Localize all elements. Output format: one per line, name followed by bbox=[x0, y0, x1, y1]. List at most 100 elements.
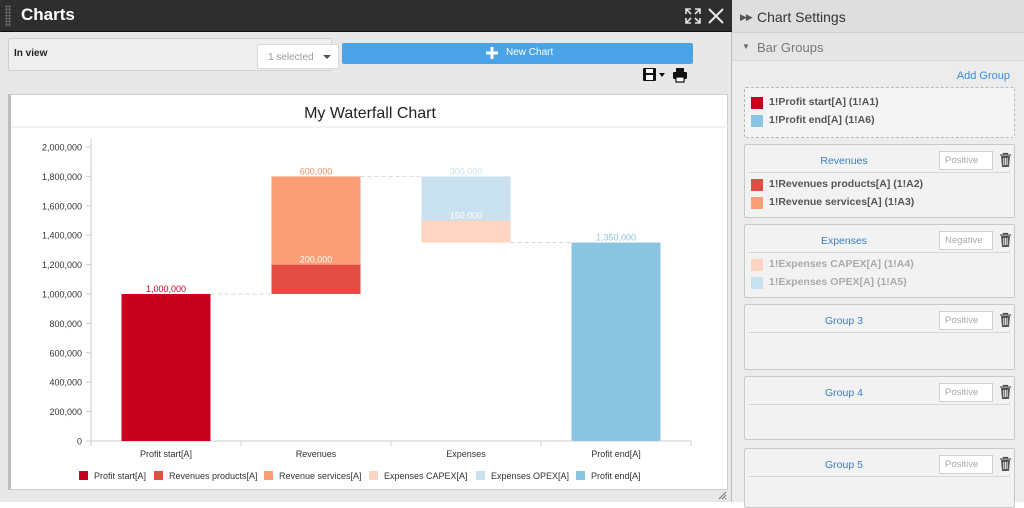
series-label: 1!Expenses CAPEX[A] (1!A4) bbox=[769, 258, 914, 270]
chart-panel: My Waterfall Chart 2,000,000 1,800,000 1,6… bbox=[8, 94, 728, 490]
series-color-swatch bbox=[751, 277, 763, 289]
bar-group-header: Group 5 Positive bbox=[749, 453, 1012, 477]
chevron-down-icon bbox=[323, 55, 331, 59]
new-chart-label: New Chart bbox=[506, 47, 554, 58]
y-tick-label: 600,000 bbox=[49, 348, 82, 358]
bar-group-5[interactable]: Group 5 Positive bbox=[744, 448, 1015, 508]
legend-swatch bbox=[79, 471, 88, 480]
y-tick-label: 1,600,000 bbox=[42, 201, 82, 211]
legend-label[interactable]: Expenses CAPEX[A] bbox=[384, 471, 468, 481]
legend-label[interactable]: Revenue services[A] bbox=[279, 471, 362, 481]
y-tick-label: 2,000,000 bbox=[42, 143, 82, 153]
bar-group-1[interactable]: Revenues Positive 1!Revenues products[A] (… bbox=[744, 144, 1015, 218]
y-tick-label: 1,800,000 bbox=[42, 172, 82, 182]
charts-titlebar[interactable]: Charts bbox=[0, 0, 732, 32]
legend-swatch bbox=[154, 471, 163, 480]
y-tick-label: 400,000 bbox=[49, 378, 82, 388]
add-group-link[interactable]: Add Group bbox=[956, 70, 1010, 82]
bar-group-header: Group 4 Positive bbox=[749, 381, 1012, 405]
data-label: 600,000 bbox=[300, 166, 333, 176]
series-color-swatch bbox=[751, 115, 763, 127]
bar-group-name[interactable]: Expenses bbox=[820, 235, 868, 247]
series-color-swatch bbox=[751, 179, 763, 191]
bar-2[interactable] bbox=[271, 264, 361, 294]
bar-group-3[interactable]: Group 3 Positive bbox=[744, 304, 1015, 370]
legend-label[interactable]: Profit start[A] bbox=[94, 471, 146, 481]
y-tick-label: 1,200,000 bbox=[42, 260, 82, 270]
x-tick-label: Revenues bbox=[296, 449, 337, 459]
double-chevron-right-icon: ▶▶ bbox=[740, 12, 753, 22]
bar-group-4[interactable]: Group 4 Positive bbox=[744, 376, 1015, 440]
legend-swatch bbox=[264, 471, 273, 480]
charts-window: Charts In view 1 selected New Chart bbox=[0, 0, 732, 502]
bar-group-name[interactable]: Revenues bbox=[820, 155, 868, 167]
bar-3[interactable] bbox=[271, 176, 361, 265]
ungrouped-series-box[interactable]: 1!Profit start[A] (1!A1) 1!Profit end[A] … bbox=[744, 87, 1015, 138]
bar-5[interactable] bbox=[421, 176, 511, 221]
legend-label[interactable]: Expenses OPEX[A] bbox=[491, 471, 569, 481]
legend-label[interactable]: Revenues products[A] bbox=[169, 471, 258, 481]
trash-icon[interactable] bbox=[999, 456, 1012, 472]
chart-settings-header[interactable]: ▶▶ Chart Settings bbox=[732, 0, 1024, 33]
bar-group-header: Revenues Positive bbox=[749, 149, 1012, 173]
print-icon[interactable] bbox=[672, 67, 688, 83]
bar-groups-title: Bar Groups bbox=[757, 40, 824, 55]
new-chart-button[interactable]: New Chart bbox=[342, 43, 693, 64]
data-label: 1,000,000 bbox=[146, 284, 186, 294]
bar-group-sign-select[interactable]: Positive bbox=[939, 455, 993, 474]
bar-groups-header[interactable]: ▼ Bar Groups bbox=[732, 33, 1024, 61]
legend-label[interactable]: Profit end[A] bbox=[591, 471, 641, 481]
bar-group-sign-select[interactable]: Positive bbox=[939, 151, 993, 170]
x-tick-label: Profit start[A] bbox=[140, 449, 192, 459]
triangle-down-icon: ▼ bbox=[742, 42, 750, 51]
bar-group-name[interactable]: Group 5 bbox=[825, 459, 863, 471]
y-tick-label: 200,000 bbox=[49, 407, 82, 417]
chart-settings-title: Chart Settings bbox=[757, 9, 846, 25]
trash-icon[interactable] bbox=[999, 312, 1012, 328]
series-color-swatch bbox=[751, 97, 763, 109]
save-icon[interactable] bbox=[642, 67, 666, 83]
series-color-swatch bbox=[751, 197, 763, 209]
series-label: 1!Expenses OPEX[A] (1!A5) bbox=[769, 276, 907, 288]
data-label: 200,000 bbox=[300, 255, 333, 265]
plus-icon bbox=[486, 47, 498, 59]
window-title: Charts bbox=[21, 5, 75, 24]
waterfall-chart[interactable]: My Waterfall Chart 2,000,000 1,800,000 1,6… bbox=[11, 95, 728, 489]
x-tick-label: Expenses bbox=[446, 449, 486, 459]
chart-settings-panel: ▶▶ Chart Settings ▼ Bar Groups Add Group… bbox=[732, 0, 1024, 508]
legend-swatch bbox=[476, 471, 485, 480]
y-tick-label: 800,000 bbox=[49, 319, 82, 329]
bar-4[interactable] bbox=[421, 220, 511, 243]
series-label: 1!Revenues products[A] (1!A2) bbox=[769, 178, 924, 190]
drag-grip-icon[interactable] bbox=[5, 5, 11, 27]
bar-group-name[interactable]: Group 3 bbox=[825, 315, 863, 327]
close-icon[interactable] bbox=[707, 7, 725, 25]
selected-dropdown-value: 1 selected bbox=[268, 52, 314, 63]
bar-group-header: Group 3 Positive bbox=[749, 309, 1012, 333]
bar-1[interactable] bbox=[121, 294, 211, 441]
y-tick-label: 1,400,000 bbox=[42, 231, 82, 241]
legend-swatch bbox=[576, 471, 585, 480]
series-label: 1!Profit start[A] (1!A1) bbox=[769, 96, 879, 108]
bar-group-2[interactable]: Expenses Negative 1!Expenses CAPEX[A] (1!A… bbox=[744, 224, 1015, 298]
y-tick-label: 0 bbox=[77, 437, 82, 447]
series-label: 1!Revenue services[A] (1!A3) bbox=[769, 196, 915, 208]
resize-grip-icon[interactable] bbox=[718, 491, 727, 500]
bar-group-sign-select[interactable]: Positive bbox=[939, 311, 993, 330]
legend-swatch bbox=[369, 471, 378, 480]
expand-icon[interactable] bbox=[684, 7, 702, 25]
bar-group-name[interactable]: Group 4 bbox=[825, 387, 863, 399]
data-label: 1,350,000 bbox=[596, 233, 636, 243]
selected-dropdown[interactable]: 1 selected bbox=[257, 44, 339, 69]
bar-group-sign-select[interactable]: Positive bbox=[939, 383, 993, 402]
bar-group-header: Expenses Negative bbox=[749, 229, 1012, 253]
trash-icon[interactable] bbox=[999, 232, 1012, 248]
trash-icon[interactable] bbox=[999, 152, 1012, 168]
y-tick-label: 1,000,000 bbox=[42, 290, 82, 300]
bar-6[interactable] bbox=[571, 242, 661, 441]
x-tick-label: Profit end[A] bbox=[591, 449, 641, 459]
bar-group-sign-select[interactable]: Negative bbox=[939, 231, 993, 250]
data-label: 300,000 bbox=[450, 166, 483, 176]
in-view-filter: In view 1 selected bbox=[8, 38, 339, 71]
trash-icon[interactable] bbox=[999, 384, 1012, 400]
